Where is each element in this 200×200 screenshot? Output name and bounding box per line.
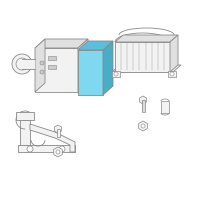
Polygon shape — [35, 39, 88, 48]
Circle shape — [40, 61, 44, 65]
Polygon shape — [35, 39, 45, 92]
Polygon shape — [78, 41, 113, 50]
Bar — [48, 65, 56, 69]
Circle shape — [12, 54, 32, 74]
Bar — [48, 56, 56, 60]
Polygon shape — [20, 120, 30, 145]
Bar — [161, 101, 169, 113]
Polygon shape — [35, 48, 78, 92]
Circle shape — [40, 70, 44, 74]
Bar — [112, 71, 120, 77]
Circle shape — [59, 146, 65, 152]
Circle shape — [27, 146, 33, 152]
Polygon shape — [103, 41, 113, 95]
Circle shape — [170, 72, 174, 76]
Polygon shape — [18, 145, 75, 152]
Polygon shape — [115, 42, 170, 72]
Circle shape — [114, 72, 118, 76]
Bar — [57, 129, 60, 137]
Polygon shape — [78, 39, 88, 92]
Circle shape — [56, 150, 60, 154]
Polygon shape — [78, 50, 103, 95]
Polygon shape — [16, 112, 34, 120]
Bar — [142, 100, 144, 112]
Bar — [22, 59, 35, 69]
Circle shape — [141, 124, 145, 128]
Polygon shape — [115, 35, 178, 42]
Bar — [168, 71, 176, 77]
Polygon shape — [170, 35, 178, 72]
Polygon shape — [112, 65, 181, 72]
Polygon shape — [30, 124, 75, 152]
